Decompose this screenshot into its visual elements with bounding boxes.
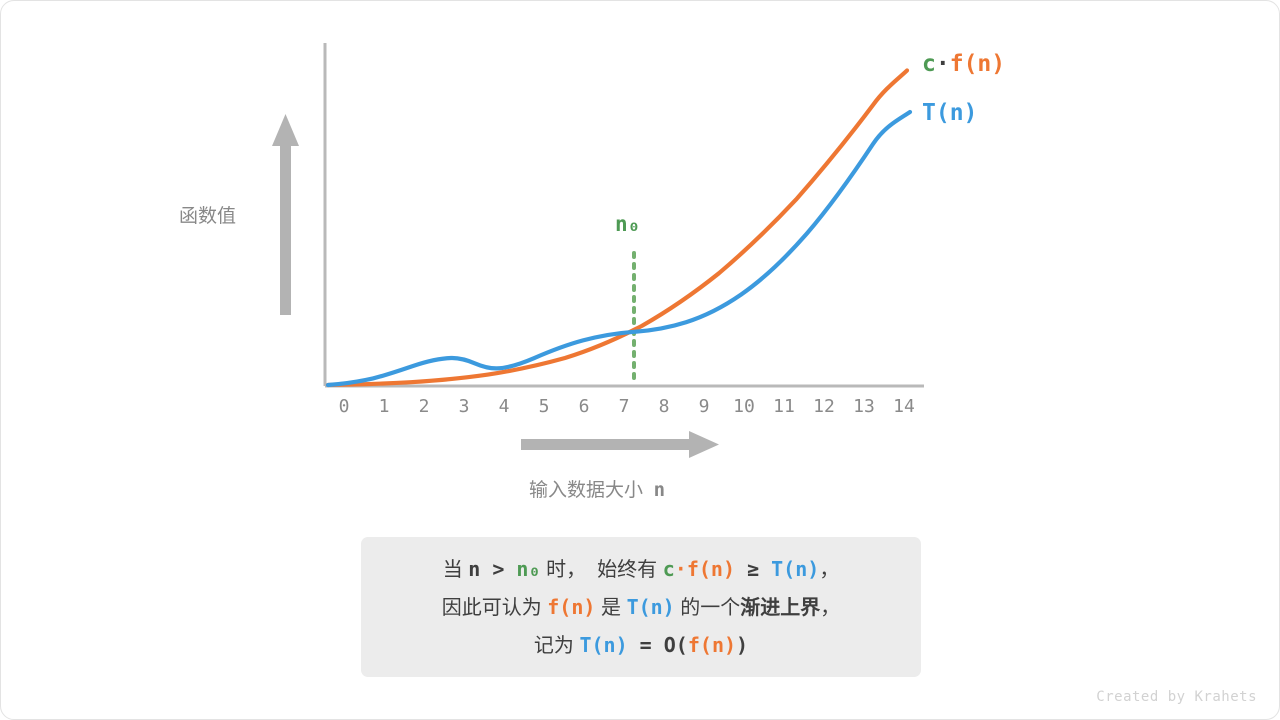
caption-l2-tn: T(n) bbox=[626, 594, 675, 619]
x-tick-4: 4 bbox=[498, 396, 510, 417]
x-tick-5: 5 bbox=[538, 396, 550, 417]
legend-function-fn: f(n) bbox=[949, 51, 1006, 77]
caption-line-2: 因此可认为 f(n) 是 T(n) 的一个渐进上界， bbox=[442, 590, 841, 625]
legend-dot-operator: · bbox=[935, 51, 950, 77]
caption-l1-c: c bbox=[662, 556, 675, 581]
caption-l1-t5: ， bbox=[819, 558, 840, 581]
caption-l3-bigo-close: ) bbox=[736, 632, 749, 657]
x-tick-11: 11 bbox=[773, 396, 795, 417]
caption-l1-fn: ·f(n) bbox=[674, 556, 736, 581]
x-tick-8: 8 bbox=[658, 396, 670, 417]
x-tick-6: 6 bbox=[578, 396, 590, 417]
caption-l2-fn: f(n) bbox=[547, 594, 596, 619]
caption-box: 当 n > n₀ 时， 始终有 c·f(n) ≥ T(n)， 因此可认为 f(n… bbox=[361, 537, 921, 677]
x-tick-9: 9 bbox=[698, 396, 710, 417]
x-tick-7: 7 bbox=[618, 396, 630, 417]
caption-l1-t1: 当 bbox=[442, 558, 469, 581]
legend-label-cfn: c·f(n) bbox=[922, 51, 1005, 77]
caption-line-1: 当 n > n₀ 时， 始终有 c·f(n) ≥ T(n)， bbox=[443, 552, 840, 587]
x-tick-0: 0 bbox=[338, 396, 350, 417]
caption-l3-t1: 记为 bbox=[533, 634, 580, 657]
credit-text: Created by Krahets bbox=[1096, 689, 1257, 705]
caption-l1-t3: 时， 始终有 bbox=[540, 558, 663, 581]
x-axis-label-text: 输入数据大小 bbox=[529, 480, 644, 501]
n0-marker-label: n₀ bbox=[615, 212, 641, 236]
caption-l3-bigo-open: O( bbox=[663, 632, 688, 657]
x-tick-14: 14 bbox=[893, 396, 915, 417]
caption-l3-eq: = bbox=[627, 632, 664, 657]
caption-l1-geq: ≥ bbox=[735, 556, 772, 581]
x-tick-2: 2 bbox=[418, 396, 430, 417]
caption-l2-emphasis: 渐进上界 bbox=[740, 596, 821, 619]
y-axis-label: 函数值 bbox=[179, 206, 237, 227]
x-axis-arrow bbox=[521, 431, 719, 458]
x-axis-label-variable: n bbox=[653, 479, 666, 501]
caption-l1-gt: > bbox=[480, 556, 517, 581]
caption-l2-t2: 是 bbox=[595, 596, 627, 619]
x-tick-12: 12 bbox=[813, 396, 835, 417]
x-tick-13: 13 bbox=[853, 396, 875, 417]
x-tick-10: 10 bbox=[733, 396, 755, 417]
caption-l1-n0: n₀ bbox=[516, 556, 541, 581]
x-tick-1: 1 bbox=[378, 396, 390, 417]
x-axis-label: 输入数据大小 n bbox=[529, 475, 665, 502]
caption-l2-t1: 因此可认为 bbox=[441, 596, 548, 619]
curve-tn bbox=[325, 109, 913, 388]
caption-l1-tn: T(n) bbox=[771, 556, 820, 581]
legend-constant-c: c bbox=[922, 51, 936, 77]
caption-l3-tn: T(n) bbox=[579, 632, 628, 657]
caption-l3-fn: f(n) bbox=[687, 632, 737, 657]
y-axis-arrow bbox=[272, 114, 299, 315]
caption-l2-t4: ， bbox=[820, 596, 841, 619]
caption-l1-n: n bbox=[468, 556, 481, 581]
x-tick-3: 3 bbox=[458, 396, 470, 417]
curve-cfn bbox=[325, 68, 910, 388]
caption-line-3: 记为 T(n) = O(f(n)) bbox=[534, 628, 748, 663]
caption-l2-t3: 的一个 bbox=[674, 596, 741, 619]
legend-label-tn: T(n) bbox=[922, 100, 978, 126]
